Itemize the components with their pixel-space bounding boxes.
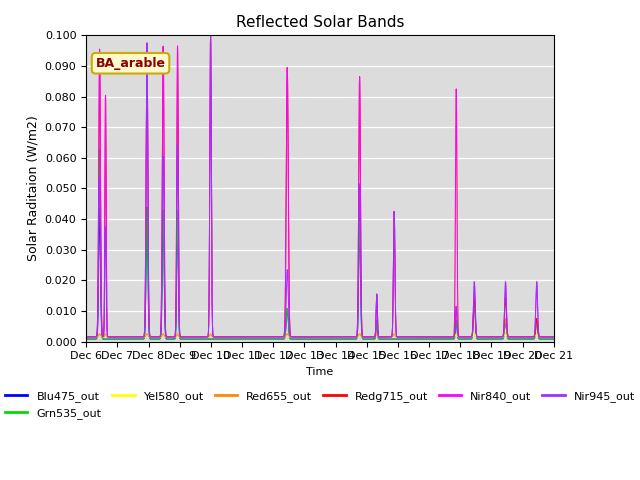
- Line: Grn535_out: Grn535_out: [86, 149, 554, 339]
- X-axis label: Time: Time: [307, 367, 333, 377]
- Redg715_out: [525, 334, 532, 340]
- Blu475_out: [83, 336, 90, 342]
- Nir840_out: [531, 333, 538, 339]
- Nir840_out: [241, 334, 249, 340]
- Line: Red655_out: Red655_out: [86, 89, 554, 337]
- Nir945_out: [437, 334, 445, 340]
- Redg715_out: [437, 334, 445, 340]
- Nir945_out: [531, 333, 538, 339]
- Nir840_out: [550, 334, 557, 340]
- Blu475_out: [550, 336, 557, 342]
- Grn535_out: [96, 146, 104, 152]
- Legend: Blu475_out, Grn535_out, Yel580_out, Red655_out, Redg715_out, Nir840_out, Nir945_: Blu475_out, Grn535_out, Yel580_out, Red6…: [1, 387, 639, 423]
- Nir840_out: [424, 334, 432, 340]
- Grn535_out: [83, 336, 90, 342]
- Yel580_out: [531, 334, 538, 340]
- Red655_out: [83, 334, 90, 340]
- Nir945_out: [241, 334, 249, 340]
- Blu475_out: [304, 336, 312, 342]
- Nir840_out: [304, 334, 312, 340]
- Yel580_out: [525, 334, 532, 340]
- Nir945_out: [83, 334, 90, 340]
- Red655_out: [437, 334, 445, 340]
- Blu475_out: [525, 336, 532, 342]
- Redg715_out: [424, 334, 432, 340]
- Nir840_out: [207, 33, 214, 38]
- Blu475_out: [531, 336, 538, 342]
- Grn535_out: [424, 336, 432, 342]
- Grn535_out: [304, 336, 312, 342]
- Blu475_out: [241, 336, 249, 342]
- Nir840_out: [83, 334, 90, 340]
- Y-axis label: Solar Raditaion (W/m2): Solar Raditaion (W/m2): [26, 116, 39, 261]
- Yel580_out: [424, 334, 432, 340]
- Red655_out: [424, 334, 432, 340]
- Grn535_out: [550, 336, 557, 342]
- Red655_out: [241, 334, 249, 340]
- Redg715_out: [241, 334, 249, 340]
- Red655_out: [531, 334, 538, 339]
- Line: Yel580_out: Yel580_out: [86, 334, 554, 337]
- Yel580_out: [303, 334, 311, 340]
- Line: Nir840_out: Nir840_out: [86, 36, 554, 337]
- Yel580_out: [550, 334, 557, 340]
- Redg715_out: [83, 334, 90, 340]
- Line: Nir945_out: Nir945_out: [86, 36, 554, 337]
- Nir945_out: [550, 334, 557, 340]
- Blu475_out: [424, 336, 432, 342]
- Nir945_out: [525, 334, 532, 340]
- Yel580_out: [437, 334, 445, 340]
- Nir840_out: [525, 334, 532, 340]
- Red655_out: [550, 334, 557, 340]
- Red655_out: [525, 334, 532, 340]
- Blu475_out: [437, 336, 445, 342]
- Text: BA_arable: BA_arable: [95, 57, 166, 70]
- Redg715_out: [550, 334, 557, 340]
- Nir945_out: [424, 334, 432, 340]
- Grn535_out: [531, 336, 538, 342]
- Yel580_out: [241, 334, 249, 340]
- Nir840_out: [437, 334, 445, 340]
- Red655_out: [303, 334, 311, 340]
- Nir945_out: [207, 33, 214, 38]
- Blu475_out: [143, 204, 151, 210]
- Redg715_out: [304, 334, 312, 340]
- Line: Blu475_out: Blu475_out: [86, 207, 554, 339]
- Grn535_out: [437, 336, 445, 342]
- Yel580_out: [83, 334, 90, 340]
- Title: Reflected Solar Bands: Reflected Solar Bands: [236, 15, 404, 30]
- Redg715_out: [531, 334, 538, 339]
- Yel580_out: [356, 331, 364, 337]
- Grn535_out: [525, 336, 532, 342]
- Grn535_out: [241, 336, 249, 342]
- Redg715_out: [207, 33, 214, 38]
- Line: Redg715_out: Redg715_out: [86, 36, 554, 337]
- Red655_out: [452, 86, 460, 92]
- Nir945_out: [304, 334, 312, 340]
